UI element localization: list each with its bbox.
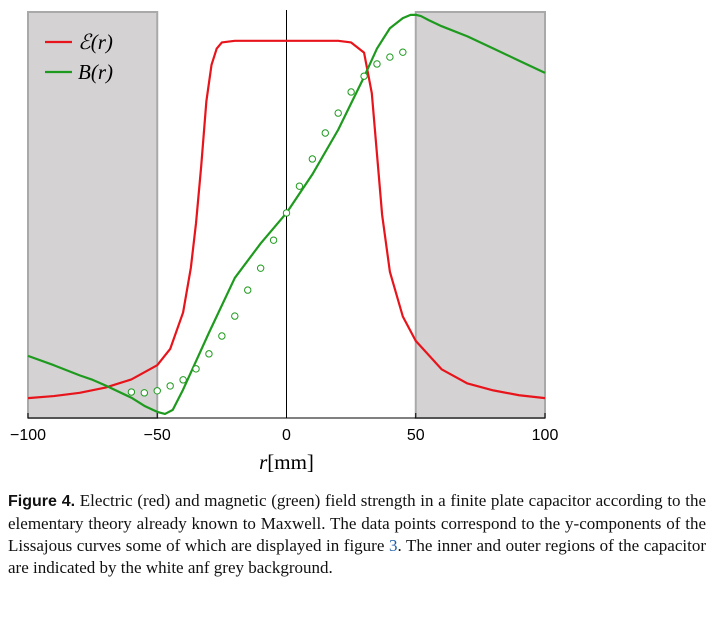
x-tick-label: 0 (282, 427, 291, 444)
data-point (308, 155, 317, 163)
data-point (231, 312, 239, 320)
x-axis-label: r[mm] (259, 450, 314, 474)
data-point (347, 88, 355, 96)
data-point (218, 332, 226, 340)
data-point (269, 236, 278, 244)
caption: Figure 4. Electric (red) and magnetic (g… (8, 490, 706, 579)
data-point (244, 286, 252, 294)
data-point (399, 48, 407, 56)
data-point (127, 388, 136, 396)
data-point (334, 109, 342, 117)
data-point (192, 365, 200, 373)
data-point (140, 389, 149, 397)
caption-text: . The inner and outer regions of the cap… (8, 536, 707, 577)
x-tick-label: 100 (532, 427, 559, 444)
data-point (373, 60, 381, 68)
x-tick-label: 50 (407, 427, 425, 444)
data-point (321, 129, 329, 137)
data-point (360, 72, 368, 80)
data-point (205, 350, 213, 358)
data-point (295, 182, 304, 190)
x-label-unit: [mm] (267, 450, 314, 474)
x-tick-label: −100 (10, 427, 46, 444)
data-point (282, 209, 291, 217)
series-line (27, 39, 546, 400)
chart: −100 −50 0 50 100 r[mm] ℰ(r) B(r) (10, 10, 559, 474)
x-label-var: r (259, 450, 268, 474)
data-point (166, 382, 174, 390)
data-point (256, 264, 265, 272)
data-point (153, 387, 161, 395)
legend-label: B(r) (78, 60, 113, 84)
x-tick-label: −50 (144, 427, 171, 444)
legend-label: ℰ(r) (78, 30, 113, 54)
data-point (386, 53, 394, 61)
caption-text: Electric (red) and magnetic (green) fiel… (8, 491, 706, 555)
shaded-region (414, 11, 546, 419)
shaded-region (27, 11, 159, 419)
caption-label: Figure 4. (8, 493, 76, 510)
figure-link[interactable]: 3 (388, 536, 398, 555)
data-point (179, 376, 187, 384)
